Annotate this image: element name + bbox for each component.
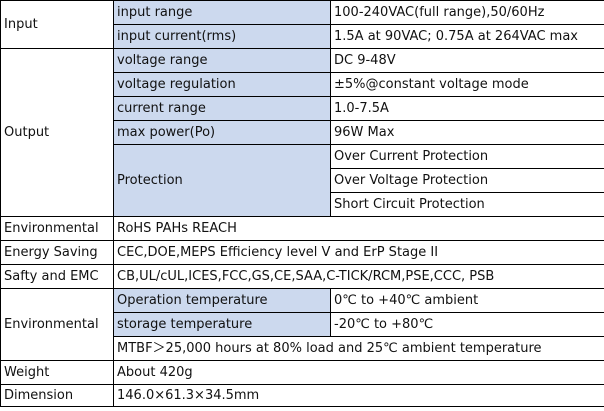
table-row: Energy Saving CEC,DOE,MEPS Efficiency le… <box>0 240 604 265</box>
max-power-label: max power(Po) <box>113 120 331 145</box>
table-row: Safty and EMC CB,UL/cUL,ICES,FCC,GS,CE,S… <box>0 264 604 289</box>
operation-temperature-value: 0℃ to +40℃ ambient <box>330 288 604 313</box>
table-row: max power(Po) 96W Max <box>1 120 604 145</box>
input-range-value: 100-240VAC(full range),50/60Hz <box>330 0 604 25</box>
category-dimension: Dimension <box>0 384 114 407</box>
operation-temperature-label: Operation temperature <box>113 288 331 313</box>
table-row: MTBF＞25,000 hours at 80% load and 25℃ am… <box>1 336 604 361</box>
environmental-value: RoHS PAHs REACH <box>113 216 604 241</box>
voltage-range-value: DC 9-48V <box>330 48 604 73</box>
storage-temperature-label: storage temperature <box>113 312 331 337</box>
max-power-value: 96W Max <box>330 120 604 145</box>
protection-item: Over Voltage Protection <box>330 168 604 193</box>
table-row: Weight About 420g <box>0 360 604 385</box>
voltage-regulation-label: voltage regulation <box>113 72 331 97</box>
table-row: Dimension 146.0×61.3×34.5mm <box>0 384 604 407</box>
table-row: Environmental Operation temperature 0℃ t… <box>0 288 604 361</box>
category-environmental-temperature: Environmental <box>0 288 114 361</box>
input-range-label: input range <box>113 0 331 25</box>
storage-temperature-value: -20℃ to +80℃ <box>330 312 604 337</box>
weight-value: About 420g <box>113 360 604 385</box>
protection-label: Protection <box>113 144 331 217</box>
category-output: Output <box>0 48 114 217</box>
category-energy-saving: Energy Saving <box>0 240 114 265</box>
energy-saving-value: CEC,DOE,MEPS Efficiency level V and ErP … <box>113 240 604 265</box>
voltage-range-label: voltage range <box>113 48 331 73</box>
table-row: Protection Over Current Protection <box>1 144 604 217</box>
table-row: storage temperature -20℃ to +80℃ <box>1 312 604 337</box>
table-row: input current(rms) 1.5A at 90VAC; 0.75A … <box>1 24 604 49</box>
category-environmental: Environmental <box>0 216 114 241</box>
category-weight: Weight <box>0 360 114 385</box>
voltage-regulation-value: ±5%@constant voltage mode <box>330 72 604 97</box>
current-range-label: current range <box>113 96 331 121</box>
input-current-value: 1.5A at 90VAC; 0.75A at 264VAC max <box>330 24 604 49</box>
mtbf-value: MTBF＞25,000 hours at 80% load and 25℃ am… <box>113 336 604 361</box>
input-current-label: input current(rms) <box>113 24 331 49</box>
current-range-value: 1.0-7.5A <box>330 96 604 121</box>
category-safety-emc: Safty and EMC <box>0 264 114 289</box>
dimension-value: 146.0×61.3×34.5mm <box>113 384 604 407</box>
protection-item: Short Circuit Protection <box>330 192 604 217</box>
table-row: Environmental RoHS PAHs REACH <box>0 216 604 241</box>
table-row: Input input range 100-240VAC(full range)… <box>0 0 604 49</box>
safety-emc-value: CB,UL/cUL,ICES,FCC,GS,CE,SAA,C-TICK/RCM,… <box>113 264 604 289</box>
table-row: Over Voltage Protection <box>1 168 604 193</box>
category-input: Input <box>0 0 114 49</box>
table-row: Output voltage range DC 9-48V <box>0 48 604 217</box>
protection-item: Over Current Protection <box>330 144 604 169</box>
table-row: current range 1.0-7.5A <box>1 96 604 121</box>
